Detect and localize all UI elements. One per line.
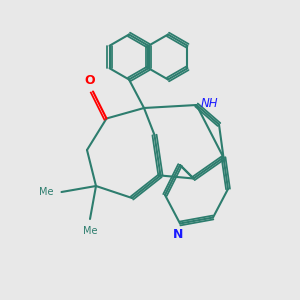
Text: O: O	[85, 74, 95, 87]
Text: Me: Me	[40, 187, 54, 197]
Text: Me: Me	[83, 226, 97, 236]
Text: N: N	[173, 228, 184, 241]
Text: NH: NH	[201, 97, 219, 110]
